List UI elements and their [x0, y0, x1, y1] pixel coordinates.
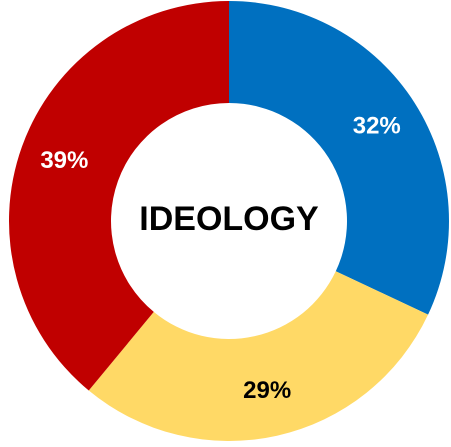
donut-slice-39: [8, 1, 230, 391]
donut-slice-32: [229, 1, 449, 315]
slices-layer: [8, 1, 449, 441]
slice-label-39: 39%: [40, 147, 88, 174]
labels-layer: 32% 29% 39%: [40, 113, 400, 405]
donut-slice-29: [88, 271, 429, 441]
slice-label-29: 29%: [243, 377, 291, 404]
slice-label-32: 32%: [353, 113, 401, 140]
center-title: IDEOLOGY: [139, 200, 319, 238]
